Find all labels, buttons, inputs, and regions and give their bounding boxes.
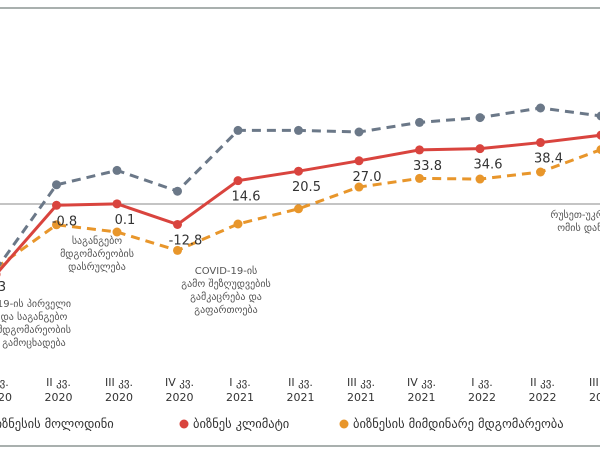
annotation-text: გამო შეზღუდვების	[181, 278, 270, 290]
x-tick-label-year: 2020	[166, 391, 194, 404]
data-point-1-2	[112, 199, 122, 209]
data-point-0-7	[415, 117, 424, 127]
data-point-2-9	[536, 167, 545, 177]
data-point-2-6	[354, 182, 364, 192]
data-point-1-9	[536, 138, 545, 148]
annotation-text: რუსეთ-უკრაინის	[550, 209, 600, 221]
data-label: 33.8	[413, 159, 442, 174]
data-point-2-2	[112, 227, 122, 237]
x-tick-label-year: 2021	[408, 391, 436, 404]
series-lines	[0, 103, 600, 277]
data-point-2-7	[415, 173, 424, 183]
data-point-1-5	[294, 166, 303, 176]
x-tick-label-quarter: III კვ.	[347, 376, 375, 389]
annotation-text: გამკაცრება და	[190, 291, 262, 303]
annotation-text: 19-ის პირველი	[0, 298, 71, 310]
data-label: 27.0	[353, 170, 382, 185]
data-label: .3	[0, 280, 6, 295]
x-tick-label-year: 2021	[287, 391, 315, 404]
x-tick-label-year: 2020	[45, 391, 73, 404]
x-tick-label-quarter: IV კვ.	[165, 376, 194, 389]
x-tick-label-quarter: II კვ.	[46, 376, 71, 389]
x-tick-label-quarter: II კვ.	[530, 376, 555, 389]
legend-marker	[339, 419, 349, 429]
annotation-text: გაფართოება	[194, 304, 257, 316]
data-point-2-8	[475, 174, 485, 184]
series-line-2	[0, 148, 600, 267]
legend-marker	[179, 419, 189, 429]
x-tick-label-quarter: IV კვ.	[407, 376, 436, 389]
x-tick-label-year: 2021	[226, 391, 254, 404]
data-point-1-10	[596, 130, 600, 140]
data-point-2-4	[233, 219, 243, 229]
data-point-1-8	[475, 144, 485, 154]
data-point-1-3	[173, 219, 182, 229]
data-point-1-6	[354, 156, 364, 166]
x-tick-label-year: 2022	[529, 391, 557, 404]
x-tick-label-quarter: II კვ.	[288, 376, 313, 389]
annotation-text: მდგომარეობის	[0, 324, 71, 336]
data-point-2-1	[52, 220, 61, 230]
data-point-0-4	[233, 125, 243, 135]
data-label: 0.1	[115, 213, 136, 228]
x-tick-label-year: 2022	[468, 391, 496, 404]
data-point-2-10	[596, 145, 600, 154]
annotation-text: COVID-19-ის	[195, 265, 258, 277]
legend: ბიზნესის მოლოდინი ბიზნეს კლიმატი ბიზნესის …	[0, 416, 564, 431]
x-axis-ticks: I კვ. 2020 II კვ. 2020 III კვ. 2020 IV კვ. 2020…	[0, 376, 600, 404]
data-label: 34.6	[474, 158, 503, 173]
annotation-text: დასრულება	[68, 261, 126, 273]
annotation-text: ომის დაწყება	[557, 222, 600, 234]
x-tick-label-quarter: III კვ.	[105, 376, 133, 389]
x-tick-label-quarter: III კვ.	[589, 376, 600, 389]
data-point-0-8	[475, 113, 485, 123]
annotation-text: და საგანგებო	[1, 311, 68, 323]
annotation-text: გამოცხადება	[2, 337, 66, 349]
annotation-text: მდგომარეობის	[60, 248, 134, 260]
data-point-0-3	[173, 186, 182, 196]
data-point-0-1	[52, 180, 61, 190]
data-point-1-1	[52, 200, 61, 210]
data-point-2-3	[173, 245, 182, 255]
data-point-0-10	[596, 111, 600, 121]
x-tick-label-year: 2020	[0, 391, 12, 404]
data-point-1-7	[415, 145, 424, 155]
x-tick-label-year: 2021	[347, 391, 375, 404]
x-tick-label-year: 2022	[589, 391, 600, 404]
data-point-1-4	[233, 176, 243, 186]
data-point-0-6	[354, 127, 364, 137]
legend-label: ბიზნესის მიმდინარე მდგომარეობა	[353, 416, 564, 431]
legend-label: ბიზნესის მოლოდინი	[0, 416, 114, 431]
data-point-1-0	[0, 272, 1, 277]
data-labels: .3-0.80.1-12.814.620.527.033.834.638.443	[0, 152, 563, 295]
x-tick-label-quarter: I კვ.	[0, 376, 9, 389]
x-tick-label-quarter: I კვ.	[471, 376, 493, 389]
annotation-text: საგანგებო	[72, 235, 122, 247]
data-point-0-5	[294, 125, 303, 135]
data-label: -12.8	[169, 233, 203, 248]
x-tick-label-quarter: I კვ.	[229, 376, 251, 389]
data-point-2-5	[294, 204, 303, 214]
data-label: 38.4	[534, 152, 563, 167]
x-tick-label-year: 2020	[105, 391, 133, 404]
data-label: 20.5	[292, 180, 321, 195]
data-label: -0.8	[52, 214, 77, 229]
data-label: 14.6	[232, 190, 261, 205]
legend-label: ბიზნეს კლიმატი	[193, 416, 289, 431]
data-point-0-9	[536, 103, 545, 113]
data-point-0-2	[112, 165, 122, 175]
